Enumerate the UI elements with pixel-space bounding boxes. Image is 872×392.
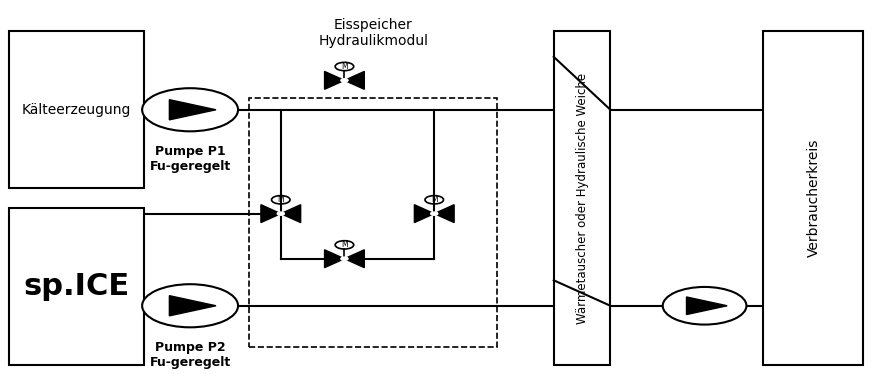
Circle shape: [277, 212, 284, 215]
Polygon shape: [324, 250, 344, 268]
Text: M: M: [341, 62, 348, 71]
Text: Pumpe P2
Fu-geregelt: Pumpe P2 Fu-geregelt: [149, 341, 231, 369]
Polygon shape: [261, 205, 281, 223]
Text: Eisspeicher
Hydraulikmodul: Eisspeicher Hydraulikmodul: [318, 18, 428, 48]
Text: Kälteerzeugung: Kälteerzeugung: [22, 103, 132, 117]
Text: Wärmetauscher oder Hydraulische Weiche: Wärmetauscher oder Hydraulische Weiche: [576, 73, 589, 323]
Circle shape: [663, 287, 746, 325]
Circle shape: [431, 212, 438, 215]
Polygon shape: [434, 205, 454, 223]
Polygon shape: [281, 205, 301, 223]
Circle shape: [341, 257, 348, 260]
Circle shape: [142, 88, 238, 131]
Polygon shape: [169, 100, 216, 120]
Polygon shape: [344, 250, 364, 268]
Text: M: M: [431, 195, 438, 204]
FancyBboxPatch shape: [554, 31, 610, 365]
Text: Pumpe P1
Fu-geregelt: Pumpe P1 Fu-geregelt: [149, 145, 231, 173]
Text: Verbraucherkreis: Verbraucherkreis: [807, 139, 821, 257]
Text: M: M: [277, 195, 284, 204]
Polygon shape: [344, 71, 364, 89]
FancyBboxPatch shape: [763, 31, 863, 365]
Polygon shape: [324, 71, 344, 89]
FancyBboxPatch shape: [9, 31, 144, 188]
Text: sp.ICE: sp.ICE: [24, 272, 130, 301]
Polygon shape: [414, 205, 434, 223]
Circle shape: [341, 79, 348, 82]
Polygon shape: [169, 296, 216, 316]
Polygon shape: [686, 297, 727, 314]
FancyBboxPatch shape: [9, 208, 144, 365]
Text: M: M: [341, 240, 348, 249]
Circle shape: [142, 284, 238, 327]
